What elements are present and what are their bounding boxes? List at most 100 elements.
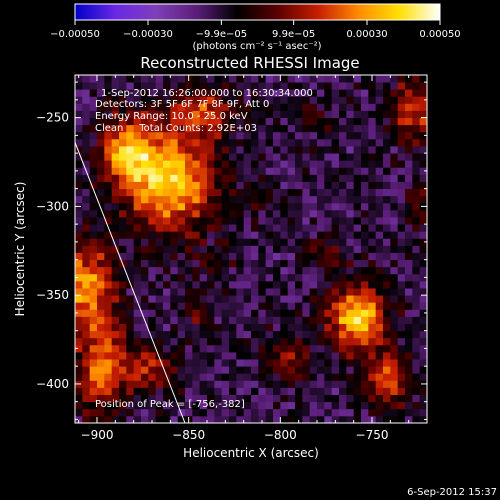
heatmap-cell: [390, 309, 399, 317]
heatmap-cell: [412, 401, 421, 410]
heatmap-cell: [236, 273, 245, 282]
heatmap-cell: [346, 153, 355, 161]
heatmap-cell: [75, 295, 83, 303]
heatmap-cell: [199, 96, 208, 104]
heatmap-cell: [192, 316, 201, 324]
heatmap-cell: [397, 75, 406, 83]
heatmap-cell: [419, 394, 427, 403]
heatmap-cell: [163, 266, 171, 275]
heatmap-cell: [353, 273, 362, 282]
heatmap-cell: [346, 415, 355, 423]
heatmap-cell: [170, 337, 179, 346]
heatmap-cell: [412, 231, 421, 239]
heatmap-cell: [397, 89, 406, 97]
heatmap-cell: [163, 259, 171, 268]
heatmap-cell: [302, 167, 311, 175]
heatmap-cell: [251, 117, 259, 126]
heatmap-cell: [199, 366, 208, 374]
heatmap-cell: [390, 259, 399, 268]
heatmap-cell: [273, 181, 281, 190]
heatmap-cell: [163, 188, 171, 197]
heatmap-cell: [339, 273, 347, 282]
heatmap-cell: [280, 174, 289, 182]
heatmap-cell: [111, 302, 120, 310]
heatmap-cell: [302, 181, 311, 190]
heatmap-cell: [405, 373, 413, 381]
heatmap-cell: [419, 89, 427, 97]
heatmap-cell: [221, 252, 230, 261]
heatmap-cell: [302, 188, 311, 197]
heatmap-cell: [309, 394, 318, 403]
heatmap-cell: [280, 366, 289, 374]
heatmap-cell: [119, 394, 127, 403]
heatmap-cell: [368, 117, 377, 126]
heatmap-cell: [390, 202, 399, 211]
heatmap-cell: [324, 224, 333, 232]
heatmap-cell: [82, 280, 91, 289]
heatmap-cell: [155, 153, 164, 161]
heatmap-cell: [295, 160, 303, 168]
heatmap-cell: [346, 82, 355, 90]
heatmap-cell: [324, 89, 333, 97]
heatmap-cell: [331, 146, 340, 154]
heatmap-cell: [375, 103, 384, 111]
heatmap-cell: [89, 273, 98, 282]
heatmap-cell: [368, 387, 377, 395]
heatmap-cell: [346, 288, 355, 296]
heatmap-cell: [126, 337, 135, 346]
heatmap-cell: [331, 245, 340, 253]
heatmap-cell: [126, 408, 135, 417]
heatmap-cell: [104, 394, 113, 403]
heatmap-cell: [390, 288, 399, 296]
heatmap-cell: [104, 181, 113, 190]
heatmap-cell: [317, 280, 325, 289]
heatmap-cell: [258, 330, 267, 339]
heatmap-cell: [375, 160, 384, 168]
heatmap-cell: [317, 82, 325, 90]
heatmap-cell: [419, 266, 427, 275]
heatmap-cell: [236, 359, 245, 367]
heatmap-cell: [104, 110, 113, 119]
heatmap-cell: [383, 138, 391, 147]
heatmap-cell: [383, 110, 391, 119]
heatmap-cell: [339, 238, 347, 246]
heatmap-cell: [243, 259, 252, 268]
heatmap-cell: [273, 359, 281, 367]
heatmap-cell: [170, 181, 179, 190]
heatmap-cell: [390, 380, 399, 388]
colorbar-tick-label: 0.00030: [346, 29, 387, 40]
heatmap-cell: [104, 103, 113, 111]
heatmap-cell: [287, 217, 296, 225]
heatmap-cell: [192, 224, 201, 232]
heatmap-cell: [339, 195, 347, 204]
heatmap-cell: [419, 181, 427, 190]
heatmap-cell: [214, 238, 223, 246]
heatmap-cell: [89, 309, 98, 317]
heatmap-cell: [280, 202, 289, 211]
heatmap-cell: [119, 181, 127, 190]
heatmap-cell: [199, 82, 208, 90]
heatmap-cell: [229, 209, 237, 218]
heatmap-cell: [221, 124, 230, 133]
heatmap-cell: [368, 174, 377, 182]
heatmap-cell: [236, 202, 245, 211]
heatmap-cell: [141, 330, 149, 339]
heatmap-cell: [331, 238, 340, 246]
heatmap-cell: [390, 153, 399, 161]
heatmap-cell: [317, 266, 325, 275]
heatmap-cell: [331, 309, 340, 317]
heatmap-cell: [295, 288, 303, 296]
heatmap-cell: [353, 209, 362, 218]
heatmap-cell: [214, 202, 223, 211]
heatmap-cell: [89, 89, 98, 97]
heatmap-cell: [302, 117, 311, 126]
heatmap-cell: [126, 259, 135, 268]
heatmap-cell: [119, 160, 127, 168]
heatmap-cell: [148, 153, 157, 161]
heatmap-cell: [243, 89, 252, 97]
heatmap-cell: [177, 238, 186, 246]
heatmap-cell: [170, 309, 179, 317]
heatmap-cell: [265, 259, 274, 268]
heatmap-cell: [97, 330, 105, 339]
heatmap-cell: [295, 89, 303, 97]
